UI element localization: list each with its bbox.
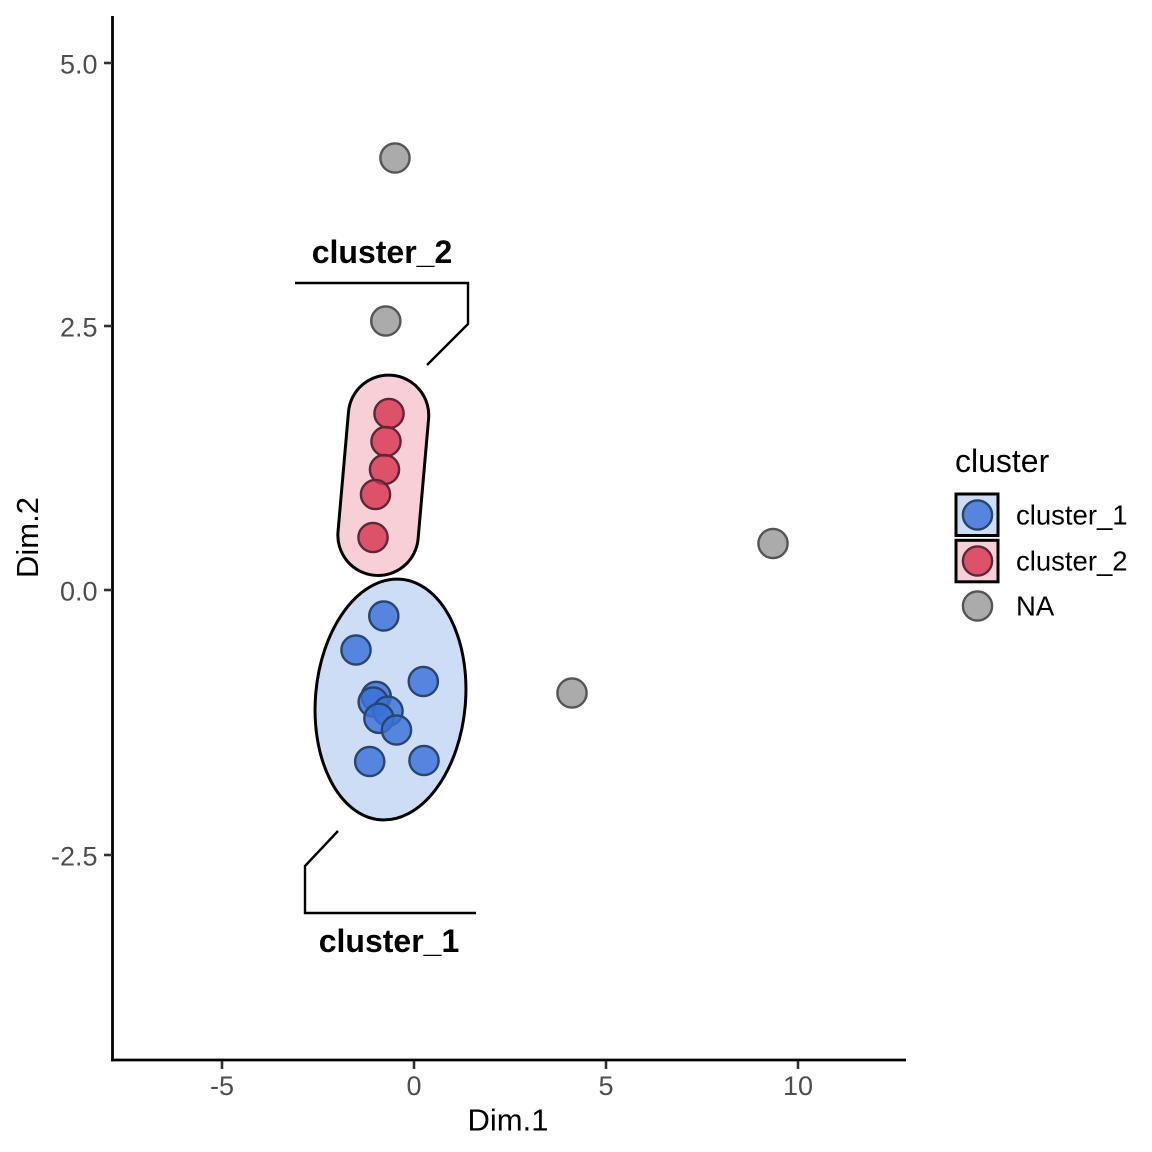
svg-text:Dim.2: Dim.2: [10, 497, 45, 578]
svg-text:5: 5: [598, 1071, 613, 1101]
svg-text:cluster_1: cluster_1: [1016, 500, 1128, 531]
svg-text:10: 10: [783, 1071, 813, 1101]
svg-text:-5: -5: [210, 1071, 234, 1101]
svg-text:cluster_1: cluster_1: [319, 923, 460, 959]
svg-text:2.5: 2.5: [60, 313, 98, 343]
svg-text:cluster_2: cluster_2: [1016, 546, 1128, 577]
svg-text:5.0: 5.0: [60, 50, 98, 80]
svg-text:cluster_2: cluster_2: [312, 234, 453, 270]
svg-text:Dim.1: Dim.1: [468, 1103, 549, 1138]
svg-text:0: 0: [406, 1071, 421, 1101]
svg-text:NA: NA: [1016, 591, 1055, 622]
svg-text:cluster: cluster: [955, 443, 1050, 479]
svg-text:-2.5: -2.5: [51, 842, 98, 872]
svg-text:0.0: 0.0: [60, 577, 98, 607]
